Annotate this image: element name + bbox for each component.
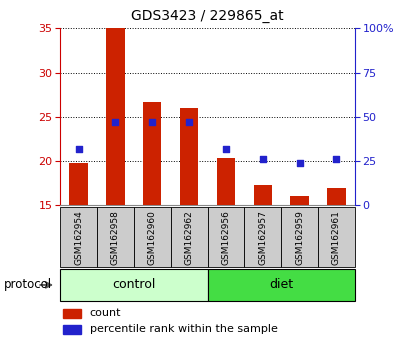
Bar: [69, 163, 88, 205]
Text: GDS3423 / 229865_at: GDS3423 / 229865_at: [131, 9, 284, 23]
Text: control: control: [112, 279, 156, 291]
Bar: [60, 207, 97, 267]
Bar: [143, 102, 161, 205]
Bar: [281, 207, 318, 267]
Text: GSM162958: GSM162958: [111, 210, 120, 265]
Text: count: count: [90, 308, 121, 318]
Text: GSM162960: GSM162960: [148, 210, 157, 265]
Text: GSM162961: GSM162961: [332, 210, 341, 265]
Bar: [254, 185, 272, 205]
Bar: [217, 158, 235, 205]
Point: [112, 119, 119, 125]
Text: GSM162957: GSM162957: [258, 210, 267, 265]
Bar: [208, 269, 355, 301]
Text: diet: diet: [269, 279, 293, 291]
Bar: [180, 108, 198, 205]
Bar: [63, 309, 81, 318]
Bar: [318, 207, 355, 267]
Bar: [106, 28, 124, 205]
Text: GSM162962: GSM162962: [185, 210, 193, 264]
Point: [75, 146, 82, 152]
Bar: [97, 207, 134, 267]
Point: [149, 119, 156, 125]
Bar: [244, 207, 281, 267]
Text: GSM162959: GSM162959: [295, 210, 304, 265]
Bar: [171, 207, 208, 267]
Point: [186, 119, 193, 125]
Bar: [290, 195, 309, 205]
Bar: [327, 188, 346, 205]
Point: [222, 146, 229, 152]
Point: [296, 160, 303, 166]
Text: GSM162956: GSM162956: [222, 210, 230, 265]
Text: protocol: protocol: [4, 279, 52, 291]
Text: GSM162954: GSM162954: [74, 210, 83, 264]
Bar: [208, 207, 244, 267]
Bar: [60, 269, 208, 301]
Point: [333, 156, 340, 162]
Bar: [63, 325, 81, 334]
Text: percentile rank within the sample: percentile rank within the sample: [90, 324, 278, 335]
Bar: [134, 207, 171, 267]
Point: [259, 156, 266, 162]
